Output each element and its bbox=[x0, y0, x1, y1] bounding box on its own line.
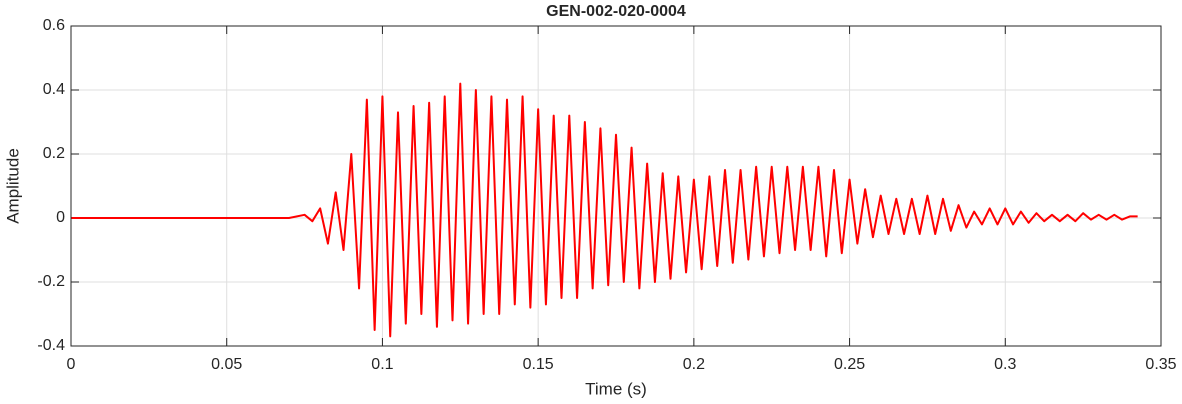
x-tick-label: 0 bbox=[67, 356, 76, 373]
y-axis-label: Amplitude bbox=[3, 148, 22, 224]
x-tick-label: 0.15 bbox=[523, 356, 554, 373]
x-tick-label: 0.1 bbox=[371, 356, 393, 373]
y-tick-label: 0.4 bbox=[43, 81, 65, 98]
x-tick-label: 0.25 bbox=[834, 356, 865, 373]
y-tick-label: -0.4 bbox=[37, 337, 65, 354]
x-tick-label: 0.3 bbox=[994, 356, 1016, 373]
y-tick-label: 0.2 bbox=[43, 145, 65, 162]
x-tick-label: 0.35 bbox=[1145, 356, 1176, 373]
y-tick-label: 0.6 bbox=[43, 17, 65, 34]
line-series bbox=[71, 82, 1138, 338]
axes-box bbox=[70, 25, 1162, 347]
x-axis-label: Time (s) bbox=[585, 379, 647, 398]
y-tick-label: 0 bbox=[56, 209, 65, 226]
x-tick-label: 0.05 bbox=[211, 356, 242, 373]
chart-title: GEN-002-020-0004 bbox=[546, 3, 686, 20]
x-tick-label: 0.2 bbox=[683, 356, 705, 373]
y-tick-label: -0.2 bbox=[37, 273, 65, 290]
plot-area bbox=[71, 26, 1161, 346]
